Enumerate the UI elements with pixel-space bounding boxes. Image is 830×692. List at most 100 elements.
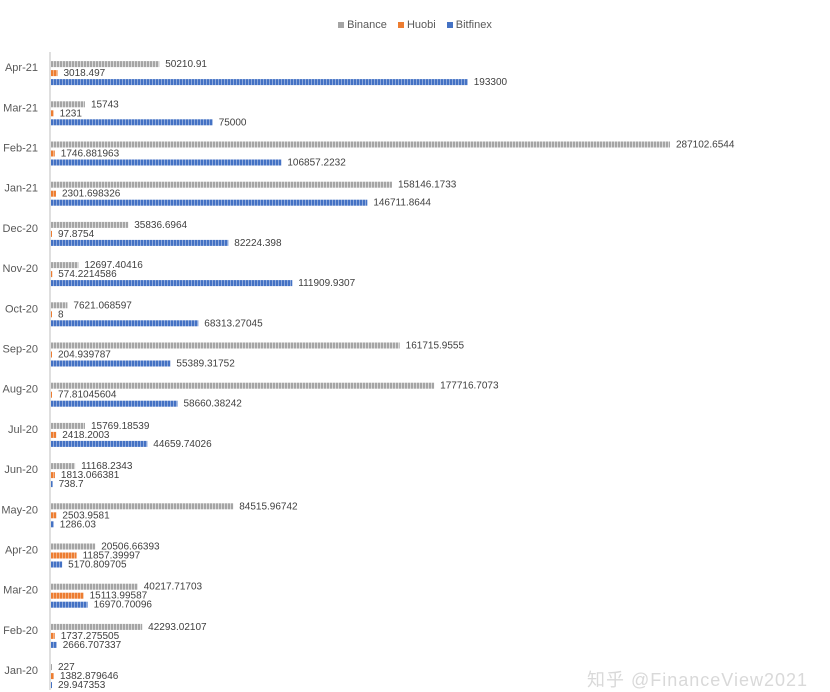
- data-label-bitfinex-dec-20: 82224.398: [234, 238, 282, 249]
- bar-binance-mar-20: [51, 583, 138, 590]
- data-label-binance-jul-20: 15769.18539: [91, 421, 150, 432]
- data-label-binance-mar-21: 15743: [91, 99, 119, 110]
- bar-binance-nov-20: [51, 262, 79, 269]
- data-label-binance-oct-20: 7621.068597: [73, 300, 132, 311]
- bar-binance-aug-20: [51, 382, 435, 389]
- category-label-apr-20: Apr-20: [5, 545, 38, 557]
- data-label-bitfinex-nov-20: 111909.9307: [298, 278, 355, 289]
- category-label-aug-20: Aug-20: [3, 384, 38, 396]
- bar-binance-oct-20: [51, 302, 68, 309]
- data-label-huobi-jan-20: 1382.879646: [60, 671, 119, 682]
- bar-bitfinex-jan-20: [51, 682, 52, 689]
- data-label-huobi-oct-20: 8: [58, 309, 64, 320]
- data-label-binance-aug-20: 177716.7073: [440, 381, 499, 392]
- chart-legend: Binance Huobi Bitfinex: [0, 19, 830, 31]
- category-label-feb-21: Feb-21: [3, 143, 38, 155]
- bar-binance-feb-20: [51, 623, 143, 630]
- data-label-bitfinex-may-20: 1286.03: [60, 519, 97, 530]
- bar-huobi-nov-20: [51, 271, 53, 278]
- data-label-huobi-jul-20: 2418.2003: [62, 430, 110, 441]
- bar-binance-jan-20: [51, 664, 52, 671]
- category-label-jan-20: Jan-20: [4, 665, 38, 677]
- bar-bitfinex-may-20: [51, 521, 54, 528]
- chart-marks: Apr-21 50210.91 3018.497 193300 Mar-21 15743 1…: [1, 59, 735, 690]
- data-label-bitfinex-sep-20: 55389.31752: [176, 359, 235, 370]
- bar-bitfinex-oct-20: [51, 320, 199, 327]
- bar-huobi-aug-20: [51, 391, 52, 398]
- data-label-bitfinex-mar-21: 75000: [219, 117, 247, 128]
- data-label-bitfinex-apr-20: 5170.809705: [68, 560, 127, 571]
- category-label-jan-21: Jan-21: [4, 183, 38, 195]
- bar-huobi-sep-20: [51, 351, 52, 358]
- bar-huobi-apr-20: [51, 552, 77, 559]
- bar-bitfinex-sep-20: [51, 360, 171, 367]
- bar-bitfinex-jun-20: [51, 481, 53, 488]
- data-label-binance-feb-20: 42293.02107: [148, 622, 207, 633]
- bar-binance-sep-20: [51, 342, 400, 349]
- data-label-binance-apr-20: 20506.66393: [101, 542, 160, 553]
- bar-binance-mar-21: [51, 101, 85, 108]
- bar-bitfinex-apr-21: [51, 79, 468, 86]
- bar-huobi-jun-20: [51, 472, 55, 479]
- bar-bitfinex-aug-20: [51, 400, 178, 407]
- data-label-huobi-feb-20: 1737.275505: [61, 631, 120, 642]
- bar-huobi-mar-20: [51, 592, 84, 599]
- bar-huobi-may-20: [51, 512, 57, 519]
- bar-binance-dec-20: [51, 221, 129, 228]
- bar-huobi-dec-20: [51, 230, 52, 237]
- bar-bitfinex-mar-20: [51, 601, 88, 608]
- legend-swatch-huobi: [397, 22, 404, 29]
- data-label-huobi-apr-20: 11857.39997: [83, 551, 141, 562]
- data-label-huobi-jan-21: 2301.698326: [62, 189, 121, 200]
- bar-binance-may-20: [51, 503, 234, 510]
- bar-bitfinex-jan-21: [51, 199, 368, 206]
- legend-label-binance: Binance: [347, 19, 387, 32]
- bar-bitfinex-feb-21: [51, 159, 282, 166]
- data-label-bitfinex-oct-20: 68313.27045: [204, 318, 263, 329]
- data-label-binance-apr-21: 50210.91: [165, 59, 207, 70]
- data-label-binance-jan-20: 227: [58, 662, 75, 673]
- data-label-binance-dec-20: 35836.6964: [134, 220, 187, 231]
- data-label-binance-mar-20: 40217.71703: [144, 582, 203, 593]
- bar-huobi-mar-21: [51, 110, 54, 117]
- bar-binance-feb-21: [51, 141, 670, 148]
- legend-label-bitfinex: Bitfinex: [455, 19, 492, 32]
- category-label-mar-20: Mar-20: [3, 585, 38, 597]
- data-label-huobi-mar-20: 15113.99587: [90, 591, 148, 602]
- data-label-bitfinex-feb-21: 106857.2232: [287, 158, 346, 169]
- data-label-huobi-jun-20: 1813.066381: [61, 470, 120, 481]
- legend-label-huobi: Huobi: [406, 19, 436, 32]
- category-label-dec-20: Dec-20: [3, 223, 38, 235]
- bar-huobi-oct-20: [51, 311, 52, 318]
- data-label-huobi-dec-20: 97.8754: [58, 229, 95, 240]
- data-label-huobi-nov-20: 574.2214586: [58, 269, 117, 280]
- legend-swatch-binance: [338, 22, 345, 29]
- category-label-jun-20: Jun-20: [4, 464, 38, 476]
- data-label-bitfinex-jan-21: 146711.8644: [373, 198, 431, 209]
- data-label-binance-jan-21: 158146.1733: [398, 180, 457, 191]
- category-label-apr-21: Apr-21: [5, 62, 38, 74]
- data-label-huobi-sep-20: 204.939787: [58, 350, 111, 361]
- bar-huobi-jul-20: [51, 431, 57, 438]
- bar-binance-apr-20: [51, 543, 96, 550]
- bar-bitfinex-dec-20: [51, 239, 229, 246]
- data-label-huobi-may-20: 2503.9581: [62, 510, 110, 521]
- data-label-huobi-apr-21: 3018.497: [64, 68, 106, 79]
- data-label-bitfinex-mar-20: 16970.70096: [94, 600, 153, 611]
- data-label-binance-feb-21: 287102.6544: [676, 140, 735, 151]
- category-label-mar-21: Mar-21: [3, 102, 38, 114]
- data-label-binance-nov-20: 12697.40416: [84, 260, 143, 271]
- data-label-binance-may-20: 84515.96742: [239, 501, 298, 512]
- data-label-bitfinex-apr-21: 193300: [474, 77, 508, 88]
- data-label-bitfinex-jun-20: 738.7: [59, 479, 84, 490]
- category-label-sep-20: Sep-20: [3, 344, 38, 356]
- bar-huobi-feb-20: [51, 632, 55, 639]
- data-label-bitfinex-feb-20: 2666.707337: [63, 640, 122, 651]
- category-label-nov-20: Nov-20: [3, 263, 38, 275]
- bar-binance-jan-21: [51, 181, 392, 188]
- data-label-binance-sep-20: 161715.9555: [406, 341, 465, 352]
- data-label-bitfinex-jul-20: 44659.74026: [153, 439, 212, 450]
- legend-item-huobi: Huobi: [397, 19, 436, 32]
- category-label-oct-20: Oct-20: [5, 303, 38, 315]
